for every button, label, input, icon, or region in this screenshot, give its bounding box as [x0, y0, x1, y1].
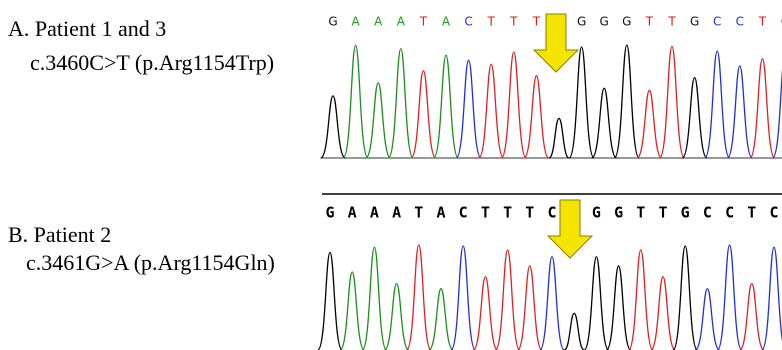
trace-peak	[614, 45, 639, 158]
trace-peak	[407, 245, 431, 350]
base-letter: T	[509, 15, 518, 29]
trace-peak	[388, 49, 413, 158]
base-letter: A	[436, 204, 445, 222]
trace-peak	[434, 55, 459, 158]
trace-peak	[637, 90, 662, 158]
trace-peak	[343, 45, 368, 158]
trace-peak	[606, 266, 630, 350]
trace-peak	[569, 47, 594, 158]
variant-label: c.3460C>T (p.Arg1154Trp)	[30, 50, 274, 75]
traces	[318, 45, 782, 350]
base-letter: T	[503, 204, 512, 222]
base-letter: C	[703, 204, 712, 222]
base-letter: T	[525, 204, 534, 222]
trace-peak	[321, 96, 346, 158]
base-letter: C	[547, 204, 556, 222]
base-letter: A	[392, 204, 401, 222]
base-letter: G	[577, 15, 586, 29]
base-letter: T	[636, 204, 645, 222]
trace-peak	[362, 247, 386, 350]
base-letter: T	[419, 15, 428, 29]
trace-peak	[524, 76, 549, 158]
trace-peak	[518, 266, 542, 350]
base-letter: A	[397, 15, 406, 29]
panel-label: A. Patient 1 and 3	[8, 16, 166, 41]
trace-peak	[695, 289, 719, 350]
base-letter: C	[713, 15, 721, 29]
base-letter: T	[667, 15, 676, 29]
base-letter: T	[747, 204, 756, 222]
base-letter: G	[325, 204, 334, 222]
trace-peak	[429, 289, 453, 350]
trace-peak	[473, 277, 497, 350]
base-letter: T	[481, 204, 490, 222]
base-letter: T	[487, 15, 496, 29]
base-letter: G	[622, 15, 631, 29]
panel-label: B. Patient 2	[8, 222, 111, 247]
base-letter: T	[658, 204, 667, 222]
trace-peak	[318, 252, 342, 350]
base-letter: C	[464, 15, 472, 29]
trace-peak	[340, 272, 364, 350]
base-letter: A	[442, 15, 451, 29]
base-letter: A	[348, 204, 357, 222]
base-letter: T	[414, 204, 423, 222]
base-letter: T	[645, 15, 654, 29]
arrow	[534, 14, 578, 72]
base-letter: G	[592, 204, 601, 222]
trace-peak	[584, 257, 608, 350]
variant-label: c.3461G>A (p.Arg1154Gln)	[26, 250, 275, 275]
base-letter: C	[459, 204, 468, 222]
trace-peak	[366, 83, 391, 158]
trace-peak	[717, 245, 741, 350]
trace-peak	[705, 51, 730, 158]
base-letter: A	[374, 15, 383, 29]
trace-peak	[540, 257, 564, 350]
base-letter: G	[328, 15, 337, 29]
base-letter: G	[600, 15, 609, 29]
base-letter: T	[532, 15, 541, 29]
trace-peak	[411, 71, 436, 158]
trace-peak	[592, 88, 617, 158]
trace-peak	[564, 313, 584, 350]
trace-peak	[727, 66, 752, 158]
trace-peak	[456, 60, 481, 158]
trace-peak	[495, 250, 519, 350]
base-letter: G	[690, 15, 699, 29]
trace-peak	[384, 284, 408, 350]
trace-peak	[682, 78, 707, 158]
trace-peak	[549, 118, 569, 158]
base-letter: C	[769, 204, 778, 222]
base-letter: A	[370, 204, 379, 222]
base-letter: G	[681, 204, 690, 222]
base-letter: T	[758, 15, 767, 29]
trace-peak	[773, 57, 782, 158]
trace-peak	[660, 46, 685, 158]
trace-peak	[451, 246, 475, 350]
trace-peak	[762, 247, 782, 350]
trace-peak	[673, 246, 697, 350]
figure: A. Patient 1 and 3 c.3460C>T (p.Arg1154T…	[0, 0, 782, 350]
trace-peak	[501, 52, 526, 158]
base-letter: C	[736, 15, 744, 29]
base-letter: C	[725, 204, 734, 222]
trace-peak	[479, 64, 504, 158]
trace-peak	[651, 277, 675, 350]
trace-peak	[629, 250, 653, 350]
base-letter: G	[614, 204, 623, 222]
base-letter: A	[351, 15, 360, 29]
trace-peak	[750, 59, 775, 158]
trace-peak	[740, 284, 764, 350]
